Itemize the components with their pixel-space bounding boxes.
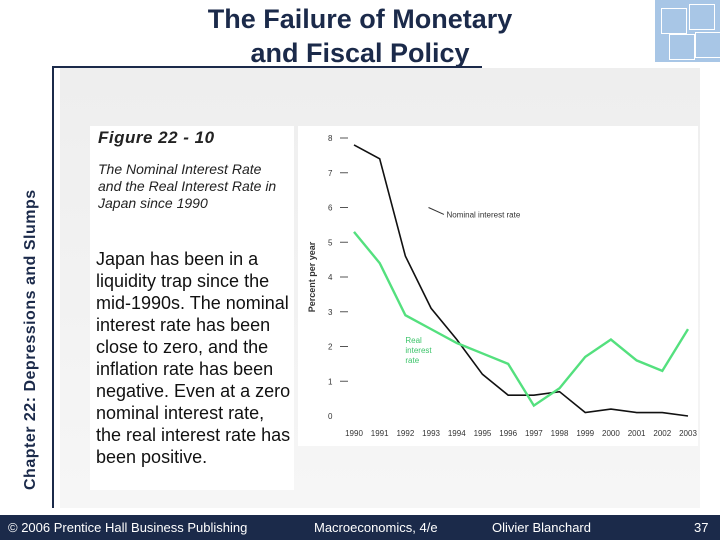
x-tick-label: 2002 [653,429,671,438]
footer-bar [0,515,720,540]
x-tick-label: 1995 [474,429,492,438]
figure-description: The Nominal Interest Rate and the Real I… [98,161,277,211]
y-tick-label: 3 [328,308,333,317]
x-tick-label: 1991 [371,429,389,438]
x-tick-label: 1993 [422,429,440,438]
x-tick-label: 1996 [499,429,517,438]
body-text: Japan has been in a liquidity trap since… [96,249,291,467]
footer-book: Macroeconomics, 4/e [314,520,438,535]
figure-title: Figure 22 - 10 [98,128,215,147]
x-tick-label: 1994 [448,429,466,438]
y-tick-label: 2 [328,343,333,352]
y-tick-label: 1 [328,377,333,386]
real-rate-annotation: rate [405,356,419,365]
y-tick-label: 5 [328,238,333,247]
header-rule [52,66,482,68]
text-card [90,126,294,490]
y-tick-label: 4 [328,273,333,282]
chapter-sidebar-label: Chapter 22: Depressions and Slumps [22,189,39,490]
slide-title: The Failure of Monetary and Fiscal Polic… [207,4,513,68]
real-rate-annotation: interest [405,346,432,355]
real-rate-annotation: Real [405,336,422,345]
nominal-rate-annotation: Nominal interest rate [446,210,520,219]
footer-copyright: © 2006 Prentice Hall Business Publishing [8,520,248,535]
y-tick-label: 8 [328,134,333,143]
x-tick-label: 1997 [525,429,543,438]
page-number: 37 [694,520,709,535]
x-tick-label: 1992 [396,429,414,438]
x-tick-label: 2000 [602,429,620,438]
nominal-callout-line [428,207,445,215]
chart-svg: 0 1 2 3 4 5 6 7 8 Percent per year 1990 1991 1992 199… [307,134,697,438]
x-tick-label: 1990 [345,429,363,438]
interest-rate-chart: 0 1 2 3 4 5 6 7 8 Percent per year 1990 1991 1992 199… [298,126,698,446]
cubes-logo-icon [655,0,720,62]
y-tick-label: 7 [328,169,333,178]
side-rule [52,68,54,508]
y-tick-label: 6 [328,204,333,213]
y-axis-label: Percent per year [307,241,317,312]
x-tick-label: 2003 [679,429,697,438]
nominal-rate-line [353,144,689,417]
footer-author: Olivier Blanchard [492,520,591,535]
x-tick-label: 1999 [576,429,594,438]
x-tick-label: 2001 [628,429,646,438]
x-tick-label: 1998 [551,429,569,438]
y-tick-label: 0 [328,412,333,421]
real-rate-line [353,231,690,408]
